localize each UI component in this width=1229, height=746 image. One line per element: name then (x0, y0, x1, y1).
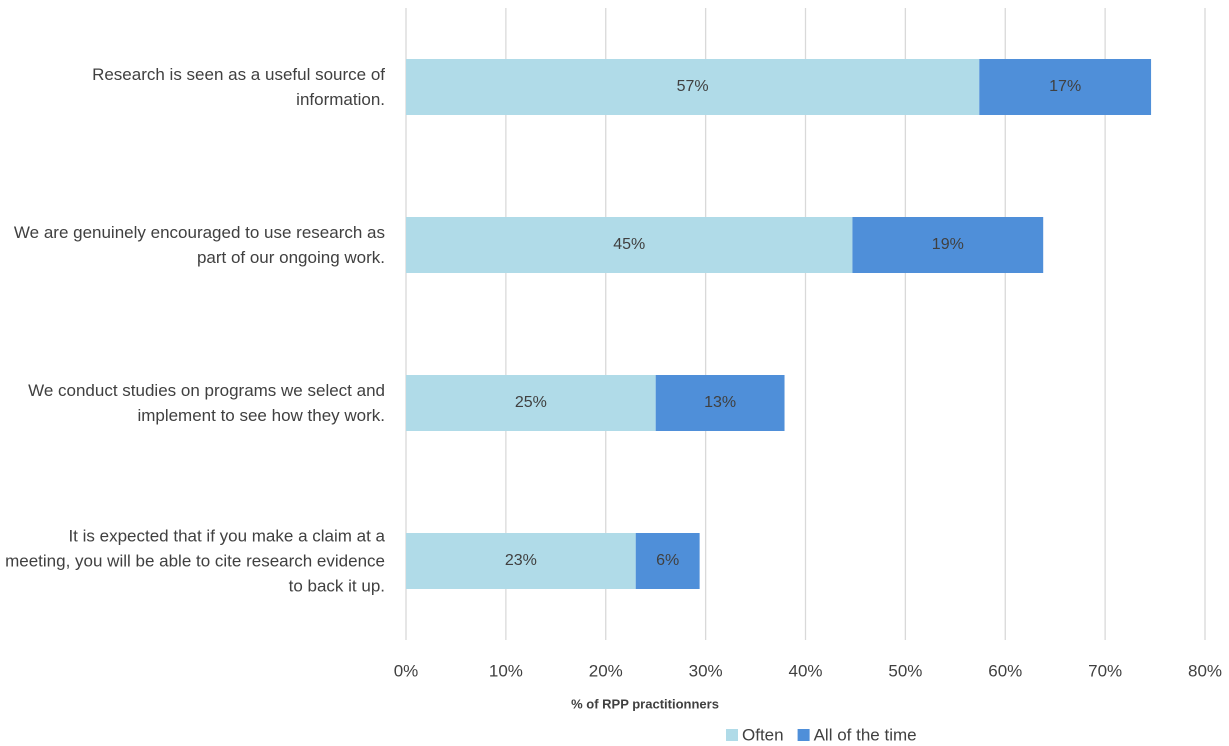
x-tick-label: 10% (489, 661, 523, 680)
x-tick-label: 60% (988, 661, 1022, 680)
category-label: It is expected that if you make a claim … (5, 526, 385, 596)
data-label: 45% (613, 236, 645, 253)
x-axis-title: % of RPP practitionners (571, 696, 719, 711)
data-label: 23% (505, 552, 537, 569)
legend-label: All of the time (814, 725, 917, 744)
bar (406, 59, 980, 115)
bar (655, 375, 785, 431)
data-label: 13% (704, 394, 736, 411)
bar (406, 533, 636, 589)
x-tick-label: 30% (689, 661, 723, 680)
legend-label: Often (742, 725, 784, 744)
data-label: 25% (515, 394, 547, 411)
data-label: 19% (932, 236, 964, 253)
x-tick-label: 20% (589, 661, 623, 680)
data-label: 57% (677, 78, 709, 95)
x-tick-label: 80% (1188, 661, 1222, 680)
x-tick-label: 40% (788, 661, 822, 680)
category-label: Research is seen as a useful source of i… (92, 65, 385, 109)
legend-swatch (726, 729, 738, 741)
bar (406, 217, 853, 273)
category-label: We conduct studies on programs we select… (28, 381, 385, 425)
x-tick-label: 50% (888, 661, 922, 680)
category-label: We are genuinely encouraged to use resea… (13, 223, 385, 267)
bar (979, 59, 1152, 115)
bar (635, 533, 700, 589)
x-tick-label: 0% (394, 661, 419, 680)
data-label: 17% (1049, 78, 1081, 95)
data-label: 6% (656, 552, 679, 569)
x-tick-label: 70% (1088, 661, 1122, 680)
bar (852, 217, 1044, 273)
bar (406, 375, 656, 431)
legend-swatch (797, 729, 810, 741)
